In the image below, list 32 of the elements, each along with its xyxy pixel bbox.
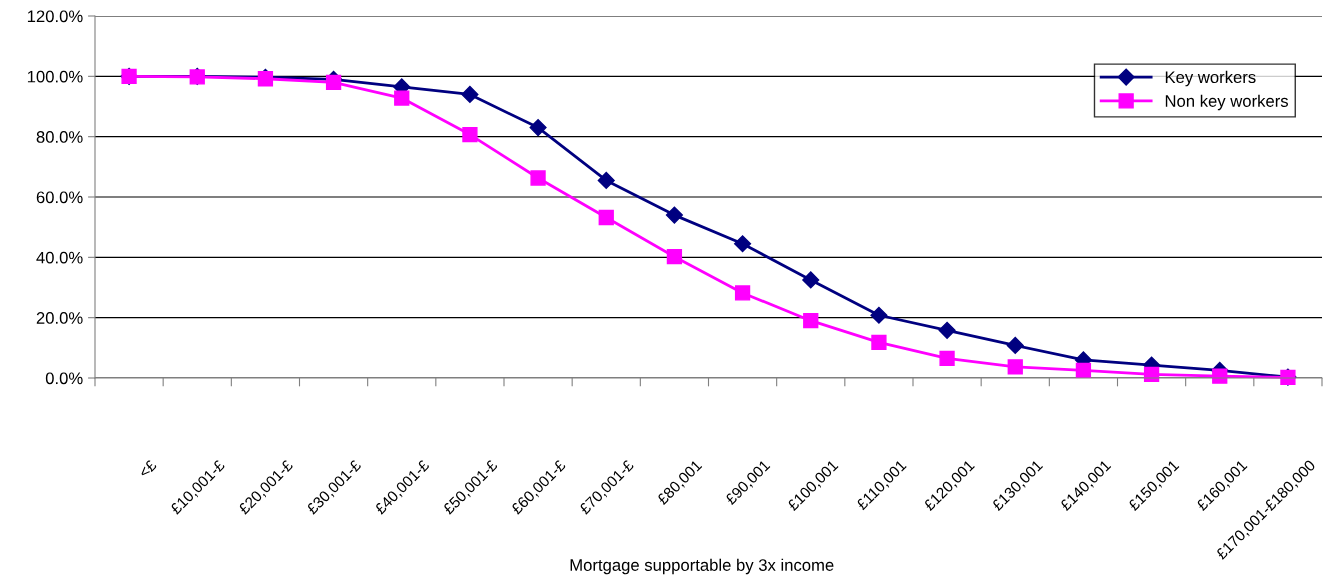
x-tick-label: <£ — [138, 459, 158, 479]
point — [665, 206, 683, 224]
point — [802, 271, 820, 289]
point — [734, 235, 752, 253]
y-tick-label: 20.0% — [36, 312, 83, 324]
point — [1075, 362, 1092, 379]
point — [734, 285, 751, 301]
point — [598, 209, 614, 226]
point — [939, 350, 955, 367]
point — [597, 171, 615, 189]
y-tick-label: 80.0% — [36, 131, 83, 143]
legend-label: Non key workers — [1165, 94, 1288, 111]
point — [461, 85, 479, 103]
point — [803, 313, 819, 329]
y-tick-label: 120.0% — [27, 10, 83, 23]
legend-label: Key workers — [1165, 70, 1256, 87]
point — [666, 249, 683, 265]
y-tick-label: 60.0% — [36, 191, 83, 204]
y-tick-label: 40.0% — [36, 251, 83, 264]
point — [325, 74, 342, 91]
point — [529, 119, 547, 137]
point — [1007, 359, 1023, 375]
point — [938, 321, 956, 339]
y-tick-label: 100.0% — [27, 70, 83, 83]
y-tick-label: 0.0% — [45, 372, 83, 385]
point — [462, 126, 478, 143]
point — [394, 90, 410, 106]
x-axis-title: Mortgage supportable by 3x income — [570, 558, 834, 575]
point — [530, 170, 546, 186]
point — [1006, 336, 1024, 354]
point — [871, 334, 887, 351]
point — [870, 306, 888, 324]
